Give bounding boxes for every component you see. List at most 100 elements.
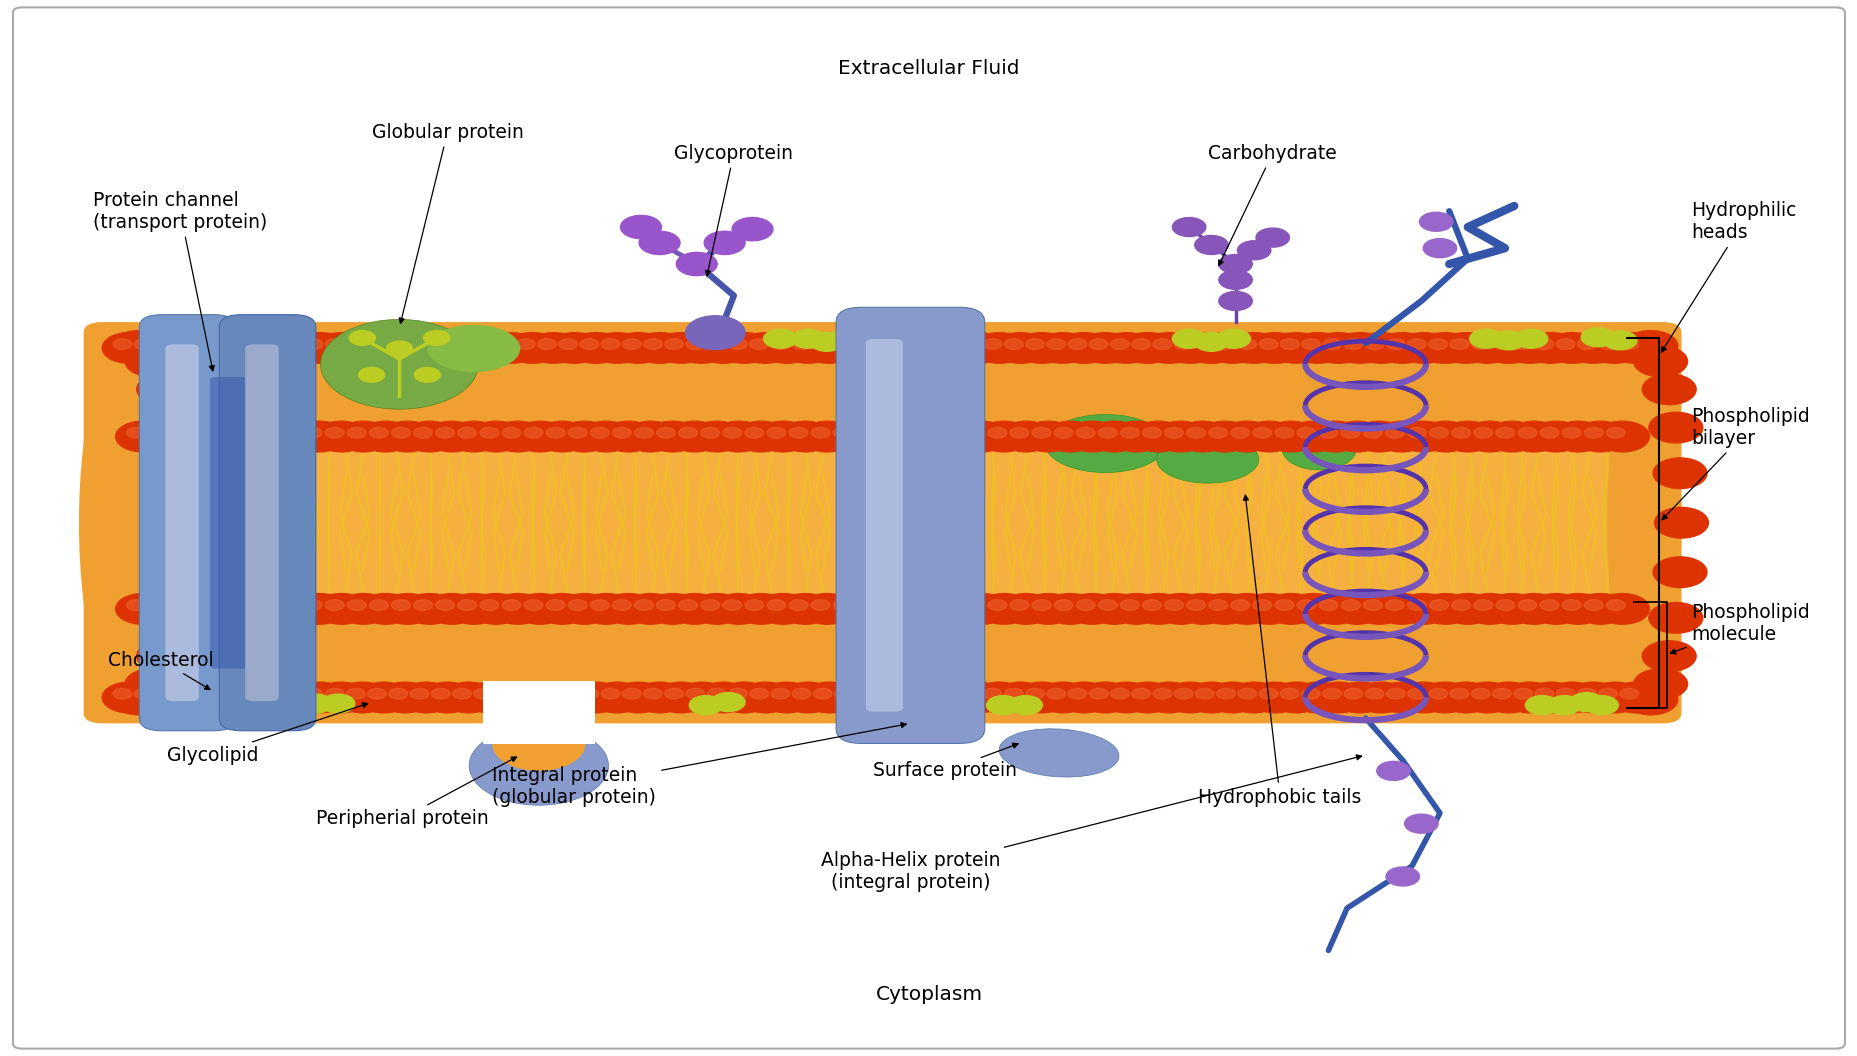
Circle shape: [386, 341, 412, 356]
Circle shape: [1164, 428, 1183, 438]
Circle shape: [280, 600, 299, 610]
Circle shape: [1259, 689, 1278, 699]
Circle shape: [1404, 814, 1437, 833]
Circle shape: [262, 689, 280, 699]
Circle shape: [1044, 421, 1097, 452]
Circle shape: [505, 682, 559, 713]
Text: Phospholipid
molecule: Phospholipid molecule: [1669, 603, 1809, 654]
Circle shape: [149, 600, 167, 610]
Circle shape: [1109, 421, 1162, 452]
Circle shape: [865, 333, 919, 363]
Circle shape: [977, 421, 1031, 452]
Circle shape: [828, 329, 862, 348]
Circle shape: [399, 333, 453, 363]
Circle shape: [919, 689, 938, 699]
Circle shape: [739, 333, 793, 363]
Circle shape: [1513, 329, 1547, 348]
Circle shape: [1441, 593, 1495, 624]
Circle shape: [1647, 412, 1701, 442]
Circle shape: [789, 428, 808, 438]
Circle shape: [548, 682, 602, 713]
Circle shape: [832, 600, 852, 610]
Circle shape: [1428, 339, 1447, 350]
Circle shape: [1506, 421, 1560, 452]
Circle shape: [1597, 339, 1617, 350]
Circle shape: [1525, 696, 1558, 715]
Circle shape: [602, 421, 656, 452]
Circle shape: [1551, 593, 1604, 624]
Circle shape: [524, 600, 542, 610]
Circle shape: [622, 339, 641, 350]
Circle shape: [908, 333, 962, 363]
Circle shape: [745, 600, 763, 610]
Circle shape: [453, 339, 472, 350]
Circle shape: [1365, 339, 1383, 350]
Circle shape: [123, 333, 176, 363]
Ellipse shape: [1606, 333, 1681, 713]
Circle shape: [336, 333, 390, 363]
Circle shape: [1311, 682, 1365, 713]
Circle shape: [782, 682, 836, 713]
Circle shape: [303, 600, 321, 610]
Circle shape: [932, 593, 986, 624]
Circle shape: [176, 339, 195, 350]
Circle shape: [448, 329, 481, 348]
Circle shape: [685, 316, 745, 350]
Circle shape: [800, 593, 854, 624]
Circle shape: [832, 428, 852, 438]
Circle shape: [251, 333, 305, 363]
Circle shape: [236, 600, 256, 610]
Circle shape: [1565, 333, 1619, 363]
Circle shape: [1021, 593, 1075, 624]
Circle shape: [1469, 329, 1502, 348]
Circle shape: [986, 696, 1019, 715]
Circle shape: [908, 682, 962, 713]
Circle shape: [823, 421, 877, 452]
Circle shape: [1220, 421, 1274, 452]
Circle shape: [150, 557, 204, 587]
Circle shape: [1534, 689, 1552, 699]
Circle shape: [791, 689, 810, 699]
Circle shape: [1131, 689, 1149, 699]
Circle shape: [1595, 593, 1649, 624]
Circle shape: [442, 682, 496, 713]
Circle shape: [812, 428, 830, 438]
Circle shape: [899, 428, 917, 438]
Circle shape: [622, 689, 641, 699]
Circle shape: [345, 689, 366, 699]
Circle shape: [1480, 682, 1534, 713]
Circle shape: [646, 421, 700, 452]
Circle shape: [717, 682, 771, 713]
Circle shape: [1448, 689, 1469, 699]
Circle shape: [763, 329, 797, 348]
Circle shape: [188, 682, 241, 713]
Circle shape: [910, 421, 964, 452]
FancyBboxPatch shape: [139, 315, 236, 731]
Circle shape: [1031, 600, 1051, 610]
Circle shape: [425, 593, 479, 624]
Circle shape: [888, 333, 941, 363]
Circle shape: [1153, 593, 1207, 624]
Circle shape: [160, 593, 214, 624]
Circle shape: [1439, 333, 1493, 363]
Circle shape: [689, 696, 722, 715]
Circle shape: [325, 689, 344, 699]
Circle shape: [739, 682, 793, 713]
Circle shape: [943, 600, 962, 610]
Circle shape: [962, 689, 980, 699]
Circle shape: [674, 682, 728, 713]
Circle shape: [778, 421, 832, 452]
Circle shape: [258, 428, 279, 438]
Circle shape: [760, 682, 813, 713]
Circle shape: [856, 339, 875, 350]
Circle shape: [425, 421, 479, 452]
Circle shape: [1268, 333, 1322, 363]
Circle shape: [490, 421, 544, 452]
Circle shape: [448, 421, 501, 452]
Circle shape: [1517, 428, 1536, 438]
Circle shape: [197, 689, 217, 699]
Circle shape: [113, 689, 132, 699]
Circle shape: [377, 333, 431, 363]
Circle shape: [468, 593, 522, 624]
Circle shape: [293, 333, 347, 363]
